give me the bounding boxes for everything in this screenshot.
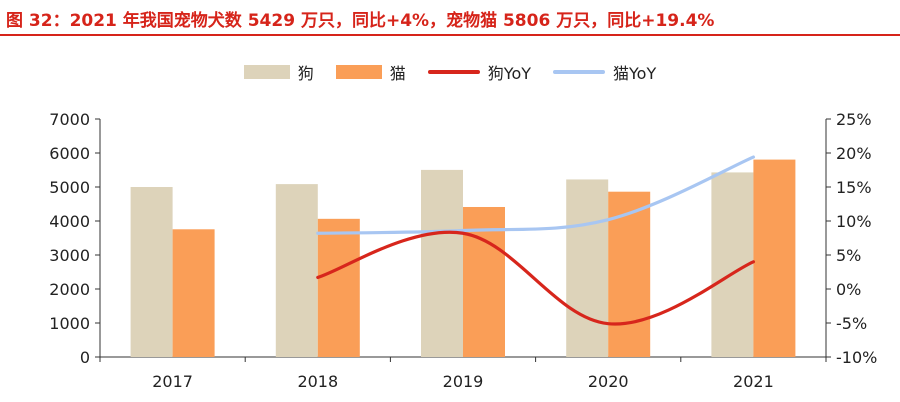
left-tick-label: 3000 — [49, 246, 90, 265]
right-tick-label: 20% — [836, 144, 872, 163]
bar-dog — [566, 179, 609, 357]
legend-item-dog: 狗 — [243, 60, 314, 84]
x-tick-label: 2017 — [152, 372, 193, 391]
legend-label-dog-yoy: 狗YoY — [487, 64, 532, 83]
legend-swatch-dog-yoy — [427, 70, 480, 74]
bar-dog — [275, 184, 318, 357]
right-tick-label: 10% — [836, 212, 872, 231]
left-tick-label: 0 — [80, 348, 90, 367]
right-tick-label: 0% — [836, 280, 861, 299]
legend-swatch-cat-yoy — [553, 70, 606, 74]
bar-cat — [317, 218, 360, 357]
left-tick-label: 7000 — [49, 110, 90, 129]
bar-dog — [130, 187, 173, 357]
line-dog-yoy — [316, 230, 755, 326]
bar-cat — [753, 159, 796, 357]
right-tick-label: 25% — [836, 110, 872, 129]
chart-legend: 狗 猫 狗YoY 猫YoY — [0, 60, 900, 84]
legend-item-cat-yoy: 猫YoY — [553, 60, 656, 84]
left-tick-label: 4000 — [49, 212, 90, 231]
legend-item-dog-yoy: 狗YoY — [427, 60, 532, 84]
right-tick-label: 5% — [836, 246, 861, 265]
line-cat-yoy — [316, 155, 755, 235]
bar-cat — [463, 206, 505, 357]
right-tick-label: -10% — [836, 348, 877, 367]
legend-label-cat-yoy: 猫YoY — [613, 64, 657, 83]
left-tick-label: 1000 — [49, 314, 90, 333]
legend-label-cat: 猫 — [389, 64, 406, 83]
bar-cat — [172, 229, 215, 357]
legend-label-dog: 狗 — [297, 64, 314, 83]
right-tick-label: 15% — [836, 178, 872, 197]
x-tick-label: 2020 — [588, 372, 629, 391]
right-tick-label: -5% — [836, 314, 867, 333]
x-tick-label: 2019 — [443, 372, 484, 391]
figure-title: 图 32：2021 年我国宠物犬数 5429 万只，同比+4%，宠物猫 5806… — [6, 11, 715, 31]
bar-dog — [421, 169, 463, 357]
legend-item-cat: 猫 — [335, 60, 406, 84]
left-tick-label: 6000 — [49, 144, 90, 163]
x-tick-label: 2018 — [297, 372, 338, 391]
legend-swatch-cat — [335, 65, 382, 79]
left-tick-label: 5000 — [49, 178, 90, 197]
x-tick-label: 2021 — [733, 372, 774, 391]
legend-swatch-dog — [243, 65, 290, 79]
left-tick-label: 2000 — [49, 280, 90, 299]
title-rule — [0, 34, 900, 36]
